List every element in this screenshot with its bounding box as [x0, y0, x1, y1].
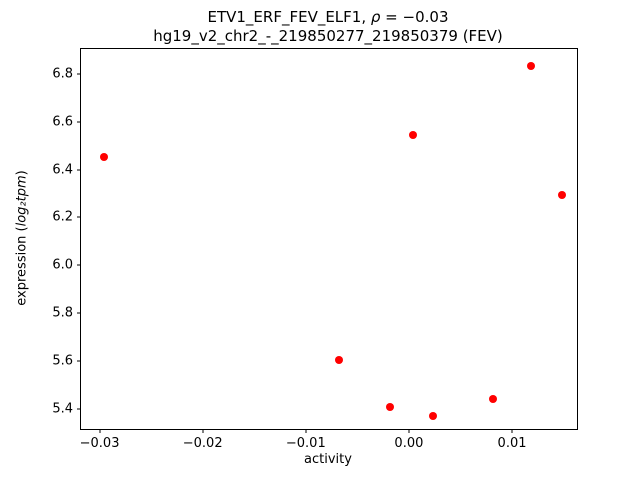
x-tick-label: 0.00 [394, 436, 424, 451]
chart-title-line1: ETV1_ERF_FEV_ELF1, ρ = −0.03 [153, 8, 503, 27]
y-tick-mark [77, 408, 81, 410]
x-tick-mark [408, 429, 410, 433]
x-tick-label: −0.01 [285, 436, 326, 451]
title-gene-name: ETV1_ERF_FEV_ELF1, [207, 8, 371, 26]
y-axis-label-math: log₂tpm [14, 175, 30, 227]
scatter-point [428, 411, 437, 420]
y-tick-mark [77, 169, 81, 171]
chart-title-line2: hg19_v2_chr2_-_219850277_219850379 (FEV) [153, 27, 503, 45]
x-tick-mark [511, 429, 513, 433]
x-tick-mark [202, 429, 204, 433]
scatter-point [409, 131, 418, 140]
y-tick-label: 6.4 [52, 162, 73, 178]
y-tick-label: 6.6 [52, 114, 73, 130]
y-tick-mark [77, 360, 81, 362]
title-rho-symbol: ρ [370, 8, 381, 26]
y-tick-label: 5.4 [52, 401, 73, 417]
y-tick-mark [77, 73, 81, 75]
scatter-point [526, 61, 535, 70]
scatter-point [489, 395, 498, 404]
y-tick-label: 6.0 [52, 257, 73, 273]
chart-title: ETV1_ERF_FEV_ELF1, ρ = −0.03 hg19_v2_chr… [153, 8, 503, 46]
scatter-point [334, 355, 343, 364]
title-rho-value: = −0.03 [380, 8, 449, 26]
y-tick-label: 5.6 [52, 353, 73, 369]
y-axis-label-prefix: expression ( [14, 226, 30, 306]
y-tick-mark [77, 216, 81, 218]
y-axis-label-suffix: ) [14, 170, 30, 176]
y-axis-label: expression (log₂tpm) [15, 170, 30, 305]
y-tick-mark [77, 264, 81, 266]
y-tick-label: 5.8 [52, 305, 73, 321]
x-tick-label: −0.02 [182, 436, 223, 451]
scatter-point [557, 190, 566, 199]
scatter-point [386, 403, 395, 412]
x-axis-label: activity [304, 452, 352, 467]
x-tick-mark [305, 429, 307, 433]
plot-area: −0.03 −0.02 −0.01 0.00 0.01 5.4 5.6 5.8 6.0 6.2 6.… [52, 48, 578, 451]
x-tick-mark [99, 429, 101, 433]
x-tick-label: 0.01 [497, 436, 527, 451]
y-tick-label: 6.8 [52, 66, 73, 82]
scatter-point [99, 152, 108, 161]
y-tick-label: 6.2 [52, 209, 73, 225]
x-tick-label: −0.03 [79, 436, 120, 451]
y-tick-mark [77, 312, 81, 314]
y-tick-mark [77, 121, 81, 123]
